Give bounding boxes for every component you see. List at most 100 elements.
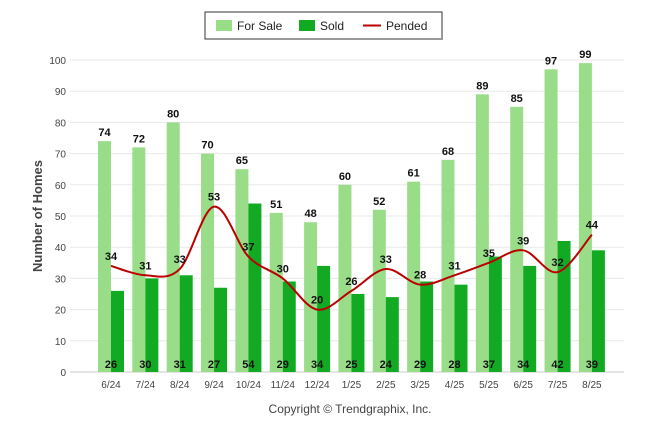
for-sale-value-label: 52 [373, 196, 385, 208]
sold-value-label: 26 [105, 359, 117, 371]
sold-value-label: 28 [448, 359, 460, 371]
for-sale-value-label: 97 [545, 55, 557, 67]
for-sale-bar [510, 106, 524, 373]
x-tick-label: 9/24 [204, 380, 224, 391]
sold-value-label: 27 [208, 359, 220, 371]
for-sale-value-label: 99 [579, 49, 591, 61]
sold-bar [179, 275, 193, 372]
x-tick-label: 6/24 [101, 380, 121, 391]
for-sale-bar [201, 153, 215, 372]
y-tick-label: 0 [60, 368, 66, 379]
y-tick-label: 60 [55, 181, 67, 192]
for-sale-value-label: 72 [133, 133, 145, 145]
pended-line [110, 205, 593, 311]
data-labels: 74 72 80 70 65 51 48 60 52 61 68 89 85 97 99 26 30 31 27 54… [98, 49, 599, 371]
legend-pended-label: Pended [386, 19, 427, 33]
for-sale-bar [304, 222, 318, 372]
copyright-text: Copyright © Trendgraphix, Inc. [269, 402, 432, 416]
sold-value-label: 39 [586, 359, 598, 371]
sold-bar [420, 281, 434, 372]
pended-value-label: 20 [311, 295, 323, 307]
sold-value-label: 25 [345, 359, 357, 371]
bars [98, 63, 605, 373]
pended-value-label: 35 [483, 248, 495, 260]
pended-value-label: 34 [105, 251, 118, 263]
sold-value-label: 34 [517, 359, 530, 371]
pended-value-label: 53 [208, 192, 220, 204]
legend-for-sale-swatch [216, 20, 232, 31]
sold-bar [111, 290, 124, 372]
sold-bar [351, 294, 365, 372]
y-tick-label: 20 [55, 306, 67, 317]
for-sale-bar [475, 94, 489, 372]
for-sale-value-label: 89 [476, 80, 488, 92]
sold-value-label: 29 [277, 359, 289, 371]
pended-value-label: 30 [277, 263, 289, 275]
for-sale-bar [544, 69, 558, 373]
y-tick-label: 70 [55, 150, 67, 161]
for-sale-bar [338, 184, 352, 372]
sold-value-label: 31 [174, 359, 186, 371]
legend-shadow [206, 38, 443, 40]
sold-bar [317, 265, 331, 372]
sold-bar [591, 250, 605, 372]
sold-bar [145, 278, 159, 372]
sold-bar [248, 203, 262, 372]
x-tick-label: 12/24 [305, 380, 330, 391]
for-sale-bar [407, 181, 421, 372]
pended-value-label: 37 [242, 242, 254, 254]
x-tick-label: 7/24 [136, 380, 156, 391]
sold-bar [488, 256, 502, 372]
pended-value-label: 26 [345, 276, 357, 288]
y-axis-title: Number of Homes [30, 160, 45, 272]
y-tick-label: 50 [55, 212, 67, 223]
sold-value-label: 54 [242, 359, 255, 371]
for-sale-bar [372, 209, 386, 372]
sold-value-label: 37 [483, 359, 495, 371]
axes: 0 10 20 30 40 50 60 70 80 90 100 6/24 7/24 8/24 9/24 10… [49, 56, 602, 391]
for-sale-bar [132, 147, 146, 372]
for-sale-value-label: 65 [236, 155, 248, 167]
sold-value-label: 42 [551, 359, 563, 371]
y-tick-label: 100 [49, 56, 66, 67]
sold-bar [454, 284, 468, 372]
legend: For Sale Sold Pended [204, 11, 443, 40]
for-sale-bar [235, 169, 249, 372]
legend-sold-swatch [299, 20, 315, 31]
pended-value-label: 33 [380, 254, 392, 266]
x-tick-label: 4/25 [445, 380, 465, 391]
x-tick-label: 3/25 [410, 380, 430, 391]
for-sale-value-label: 85 [511, 93, 523, 105]
x-tick-label: 10/24 [236, 380, 261, 391]
pended-value-label: 31 [139, 260, 151, 272]
y-tick-label: 10 [55, 337, 67, 348]
x-tick-label: 7/25 [548, 380, 568, 391]
for-sale-value-label: 51 [270, 199, 282, 211]
y-tick-label: 90 [55, 87, 67, 98]
sold-value-label: 24 [380, 359, 393, 371]
sold-value-label: 30 [139, 359, 151, 371]
pended-value-label: 31 [448, 260, 460, 272]
for-sale-value-label: 60 [339, 171, 351, 183]
for-sale-value-label: 61 [408, 168, 420, 180]
x-tick-label: 2/25 [376, 380, 396, 391]
pended-value-label: 44 [586, 220, 599, 232]
legend-for-sale-label: For Sale [237, 19, 283, 33]
legend-sold-label: Sold [320, 19, 344, 33]
x-tick-label: 8/25 [582, 380, 602, 391]
sold-bar [523, 265, 537, 372]
for-sale-value-label: 70 [201, 140, 213, 152]
for-sale-bar [441, 159, 455, 372]
pended-line-layer [110, 205, 593, 311]
pended-value-label: 28 [414, 270, 426, 282]
pended-value-label: 39 [517, 235, 529, 247]
sold-value-label: 34 [311, 359, 324, 371]
y-tick-label: 30 [55, 274, 67, 285]
sold-value-label: 29 [414, 359, 426, 371]
for-sale-bar [166, 122, 180, 373]
pended-value-label: 33 [174, 254, 186, 266]
for-sale-bar [98, 141, 111, 372]
for-sale-bar [269, 212, 283, 372]
